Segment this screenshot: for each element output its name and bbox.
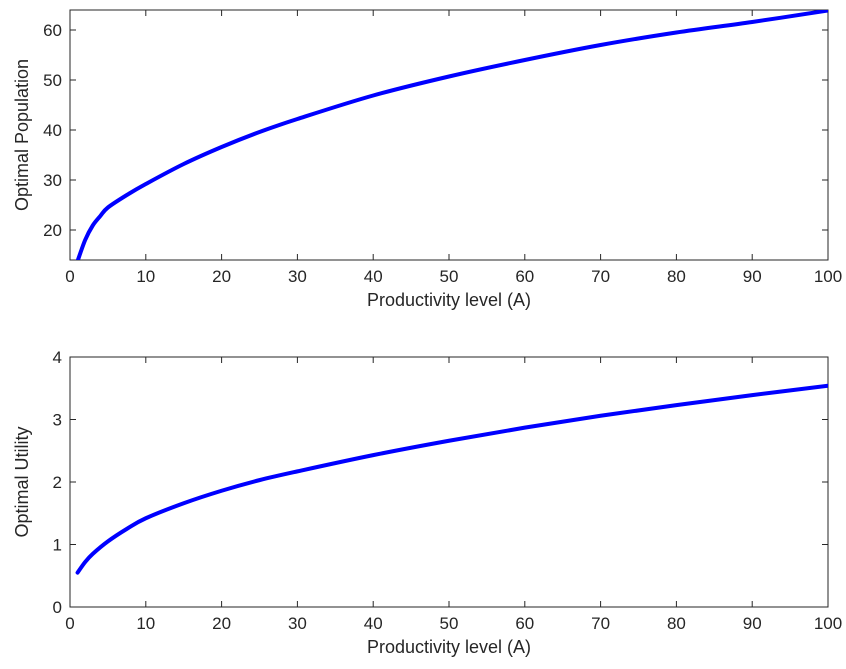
x-tick-label: 90 <box>743 614 762 633</box>
x-tick-label: 10 <box>136 614 155 633</box>
series-line-1 <box>75 383 828 575</box>
x-tick-label: 60 <box>515 267 534 286</box>
x-tick-label: 70 <box>591 267 610 286</box>
y-axis-label: Optimal Population <box>12 59 32 211</box>
x-tick-label: 70 <box>591 614 610 633</box>
x-tick-label: 90 <box>743 267 762 286</box>
y-tick-label: 4 <box>53 348 62 367</box>
series-line-1 <box>75 10 828 260</box>
x-tick-label: 80 <box>667 267 686 286</box>
x-tick-label: 60 <box>515 614 534 633</box>
y-tick-label: 1 <box>53 536 62 555</box>
x-tick-label: 40 <box>364 267 383 286</box>
x-tick-label: 30 <box>288 614 307 633</box>
y-tick-label: 30 <box>43 171 62 190</box>
x-tick-label: 100 <box>814 267 842 286</box>
y-tick-label: 3 <box>53 411 62 430</box>
x-tick-label: 0 <box>65 267 74 286</box>
x-tick-label: 10 <box>136 267 155 286</box>
y-tick-label: 2 <box>53 473 62 492</box>
x-tick-label: 80 <box>667 614 686 633</box>
axes-box <box>69 356 829 608</box>
x-tick-label: 30 <box>288 267 307 286</box>
y-tick-label: 40 <box>43 121 62 140</box>
y-tick-label: 50 <box>43 71 62 90</box>
x-axis-label: Productivity level (A) <box>367 637 531 657</box>
plot-1: 0 10 20 30 40 50 60 70 80 90 100 20 30 40 50 60 Producti… <box>12 9 842 310</box>
plot-2: 0 10 20 30 40 50 60 70 80 90 100 0 1 2 3 4 Productivity … <box>12 348 842 657</box>
x-axis-label: Productivity level (A) <box>367 290 531 310</box>
x-tick-label: 50 <box>440 267 459 286</box>
y-axis-label: Optimal Utility <box>12 426 32 537</box>
y-tick-label: 60 <box>43 21 62 40</box>
x-tick-label: 20 <box>212 614 231 633</box>
x-tick-label: 100 <box>814 614 842 633</box>
y-tick-label: 0 <box>53 598 62 617</box>
x-tick-label: 20 <box>212 267 231 286</box>
axes-box <box>69 9 829 261</box>
x-tick-label: 40 <box>364 614 383 633</box>
y-tick-label: 20 <box>43 221 62 240</box>
x-tick-label: 0 <box>65 614 74 633</box>
x-tick-label: 50 <box>440 614 459 633</box>
